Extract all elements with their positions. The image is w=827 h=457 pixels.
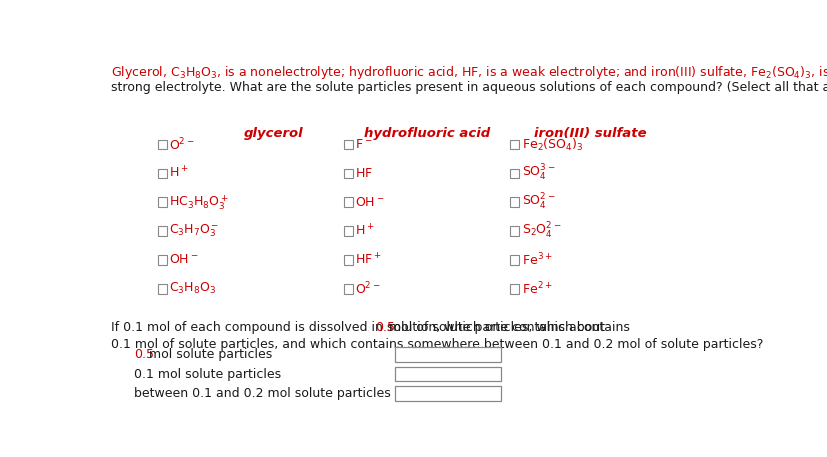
Text: $\mathregular{HC_3H_8O_3^+}$: $\mathregular{HC_3H_8O_3^+}$ bbox=[170, 193, 229, 212]
Text: 0.1 mol of solute particles, and which contains somewhere between 0.1 and 0.2 mo: 0.1 mol of solute particles, and which c… bbox=[111, 338, 763, 351]
FancyBboxPatch shape bbox=[344, 255, 352, 265]
FancyBboxPatch shape bbox=[158, 226, 167, 236]
FancyBboxPatch shape bbox=[344, 169, 352, 178]
Text: $\mathregular{Fe^{2+}}$: $\mathregular{Fe^{2+}}$ bbox=[522, 281, 552, 297]
FancyBboxPatch shape bbox=[510, 226, 519, 236]
Text: If 0.1 mol of each compound is dissolved in solution, which one contains about: If 0.1 mol of each compound is dissolved… bbox=[111, 320, 609, 334]
Text: 0.5: 0.5 bbox=[134, 348, 154, 361]
Text: $\mathregular{OH^-}$: $\mathregular{OH^-}$ bbox=[356, 196, 385, 209]
Text: $\mathregular{HF}$: $\mathregular{HF}$ bbox=[356, 167, 373, 180]
FancyBboxPatch shape bbox=[395, 386, 501, 401]
Text: $\mathregular{C_3H_8O_3}$: $\mathregular{C_3H_8O_3}$ bbox=[170, 282, 217, 297]
Text: Glycerol, $\mathregular{C_3H_8O_3}$, is a nonelectrolyte; hydrofluoric acid, HF,: Glycerol, $\mathregular{C_3H_8O_3}$, is … bbox=[111, 64, 827, 80]
Text: $\mathregular{F^-}$: $\mathregular{F^-}$ bbox=[356, 138, 373, 151]
Text: $\mathregular{H^+}$: $\mathregular{H^+}$ bbox=[170, 166, 189, 181]
Text: $\mathregular{HF^+}$: $\mathregular{HF^+}$ bbox=[356, 252, 382, 268]
Text: $\mathregular{SO_4^{2-}}$: $\mathregular{SO_4^{2-}}$ bbox=[522, 192, 556, 213]
Text: ---Select---: ---Select--- bbox=[400, 369, 459, 379]
Text: $\mathregular{S_2O_4^{2-}}$: $\mathregular{S_2O_4^{2-}}$ bbox=[522, 221, 562, 241]
Text: 0.1 mol solute particles: 0.1 mol solute particles bbox=[134, 367, 281, 381]
Text: ∨: ∨ bbox=[490, 350, 497, 360]
Text: $\mathregular{Fe_2(SO_4)_3}$: $\mathregular{Fe_2(SO_4)_3}$ bbox=[522, 137, 583, 153]
FancyBboxPatch shape bbox=[158, 140, 167, 149]
FancyBboxPatch shape bbox=[510, 140, 519, 149]
FancyBboxPatch shape bbox=[510, 284, 519, 294]
Text: hydrofluoric acid: hydrofluoric acid bbox=[364, 127, 490, 140]
Text: strong electrolyte. What are the solute particles present in aqueous solutions o: strong electrolyte. What are the solute … bbox=[111, 81, 827, 94]
FancyBboxPatch shape bbox=[510, 169, 519, 178]
FancyBboxPatch shape bbox=[510, 197, 519, 207]
FancyBboxPatch shape bbox=[158, 197, 167, 207]
Text: glycerol: glycerol bbox=[243, 127, 303, 140]
FancyBboxPatch shape bbox=[344, 284, 352, 294]
Text: $\mathregular{OH^-}$: $\mathregular{OH^-}$ bbox=[170, 254, 198, 266]
FancyBboxPatch shape bbox=[344, 197, 352, 207]
Text: $\mathregular{H^+}$: $\mathregular{H^+}$ bbox=[356, 223, 375, 239]
Text: between 0.1 and 0.2 mol solute particles: between 0.1 and 0.2 mol solute particles bbox=[134, 387, 391, 400]
Text: 0.5: 0.5 bbox=[375, 320, 395, 334]
Text: mol solute particles: mol solute particles bbox=[145, 348, 272, 361]
FancyBboxPatch shape bbox=[158, 284, 167, 294]
Text: $\mathregular{C_3H_7O_3^-}$: $\mathregular{C_3H_7O_3^-}$ bbox=[170, 223, 220, 239]
Text: mol of solute particles, which contains: mol of solute particles, which contains bbox=[385, 320, 630, 334]
Text: ∨: ∨ bbox=[490, 388, 497, 399]
Text: ∨: ∨ bbox=[490, 369, 497, 379]
FancyBboxPatch shape bbox=[344, 140, 352, 149]
Text: $\mathregular{O^{2-}}$: $\mathregular{O^{2-}}$ bbox=[170, 136, 195, 153]
Text: ---Select---: ---Select--- bbox=[400, 388, 459, 399]
FancyBboxPatch shape bbox=[158, 255, 167, 265]
Text: ---Select---: ---Select--- bbox=[400, 350, 459, 360]
Text: $\mathregular{O^{2-}}$: $\mathregular{O^{2-}}$ bbox=[356, 281, 381, 297]
FancyBboxPatch shape bbox=[395, 367, 501, 382]
FancyBboxPatch shape bbox=[158, 169, 167, 178]
Text: iron(III) sulfate: iron(III) sulfate bbox=[534, 127, 647, 140]
Text: $\mathregular{SO_4^{3-}}$: $\mathregular{SO_4^{3-}}$ bbox=[522, 163, 556, 183]
FancyBboxPatch shape bbox=[510, 255, 519, 265]
Text: $\mathregular{Fe^{3+}}$: $\mathregular{Fe^{3+}}$ bbox=[522, 252, 552, 268]
FancyBboxPatch shape bbox=[395, 347, 501, 362]
FancyBboxPatch shape bbox=[344, 226, 352, 236]
